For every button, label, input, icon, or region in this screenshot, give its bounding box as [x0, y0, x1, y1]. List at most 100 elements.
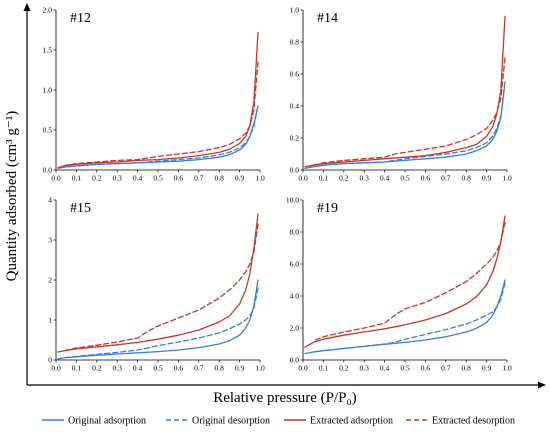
y-tick-label: 0.6 [290, 70, 300, 79]
series-line-extracted-adsorption [304, 215, 506, 348]
x-tick-label: 0.2 [92, 174, 102, 183]
x-tick-label: 0.4 [133, 174, 143, 183]
x-tick-label: 0.5 [400, 174, 410, 183]
x-tick-label: 0.1 [72, 174, 82, 183]
x-tick-label: 0.9 [482, 364, 492, 373]
x-tick-label: 1.0 [502, 364, 512, 373]
x-tick-label: 0.8 [462, 364, 472, 373]
x-tick-label: 0.2 [339, 174, 349, 183]
x-tick-label: 0.6 [421, 364, 431, 373]
x-tick-label: 0.3 [360, 364, 370, 373]
y-tick-label: 0.2 [290, 134, 300, 143]
panel-sample-14: 0.0 0.1 0.2 0.3 0.4 0.5 0.6 0.7 0.8 0.9 1.0 0.0 0.2 0… [290, 6, 512, 183]
x-tick-label: 0.3 [113, 174, 123, 183]
y-tick-label: 2 [48, 276, 52, 285]
panels-group: 0.0 0.1 0.2 0.3 0.4 0.5 0.6 0.7 0.8 0.9 1.0 0.0 0.5 1… [43, 6, 512, 373]
series-line-original-desorption [312, 81, 506, 168]
legend-label: Extracted desorption [432, 416, 515, 427]
x-tick-label: 0.1 [319, 174, 329, 183]
legend-label: Original desorption [192, 416, 270, 427]
legend: Original adsorption Original desorption Ex… [42, 416, 515, 427]
panel-title: #15 [70, 201, 91, 216]
x-tick-label: 0.5 [153, 174, 163, 183]
y-tick-label: 1.0 [290, 6, 300, 15]
series-line-extracted-desorption [65, 223, 259, 351]
y-tick-label: 2.0 [290, 324, 300, 333]
y-tick-label: 10.0 [286, 196, 299, 205]
x-tick-label: 0.3 [360, 174, 370, 183]
panel-title: #12 [70, 11, 91, 26]
x-tick-label: 0.6 [421, 174, 431, 183]
x-tick-label: 0.9 [482, 174, 492, 183]
y-tick-label: 6.0 [290, 260, 300, 269]
series-line-extracted-desorption [312, 57, 506, 166]
y-tick-label: 0.0 [290, 166, 300, 175]
y-tick-label: 4 [48, 196, 52, 205]
y-tick-label: 1 [48, 316, 52, 325]
x-tick-label: 0.2 [92, 364, 102, 373]
y-tick-label: 8.0 [290, 228, 300, 237]
legend-label: Original adsorption [68, 416, 146, 427]
x-tick-label: 0.6 [174, 364, 184, 373]
y-tick-label: 0.0 [290, 356, 300, 365]
legend-label: Extracted adsorption [310, 416, 393, 427]
y-tick-label: 0.4 [290, 102, 300, 111]
x-tick-label: 0.5 [153, 364, 163, 373]
series-line-extracted-adsorption [57, 31, 259, 169]
x-tick-label: 0.9 [235, 364, 245, 373]
x-tick-label: 0.8 [215, 174, 225, 183]
legend-item: Extracted desorption [406, 416, 515, 427]
series-line-original-desorption [312, 282, 506, 353]
panel-title: #19 [317, 201, 338, 216]
series-line-original-adsorption [304, 81, 506, 170]
x-tick-label: 0.4 [380, 364, 390, 373]
panel-sample-15: 0.0 0.1 0.2 0.3 0.4 0.5 0.6 0.7 0.8 0.9 1.0 0 1 2 3 4 #1… [48, 196, 265, 373]
x-tick-label: 0.8 [462, 174, 472, 183]
y-tick-label: 4.0 [290, 292, 300, 301]
panel-sample-12: 0.0 0.1 0.2 0.3 0.4 0.5 0.6 0.7 0.8 0.9 1.0 0.0 0.5 1… [43, 6, 265, 183]
x-tick-label: 1.0 [255, 174, 265, 183]
outer-y-axis-arrow [23, 3, 31, 11]
x-tick-label: 0.4 [133, 364, 143, 373]
y-tick-label: 1.0 [43, 86, 53, 95]
x-tick-label: 0.3 [113, 364, 123, 373]
legend-item: Original desorption [166, 416, 270, 427]
y-tick-label: 0.8 [290, 38, 300, 47]
x-tick-label: 0.4 [380, 174, 390, 183]
series-line-original-adsorption [304, 279, 506, 355]
series-line-original-adsorption [57, 279, 259, 360]
x-tick-label: 0.6 [174, 174, 184, 183]
legend-item: Original adsorption [42, 416, 146, 427]
x-tick-label: 1.0 [255, 364, 265, 373]
series-line-extracted-adsorption [57, 213, 259, 353]
panel-title: #14 [317, 11, 338, 26]
x-tick-label: 1.0 [502, 174, 512, 183]
y-tick-label: 2.0 [43, 6, 53, 15]
x-tick-label: 0.9 [235, 174, 245, 183]
y-tick-label: 0.5 [43, 126, 53, 135]
x-tick-label: 0.0 [298, 174, 308, 183]
series-line-original-desorption [65, 105, 259, 168]
series-line-original-desorption [65, 287, 259, 359]
y-tick-label: 1.5 [43, 46, 53, 55]
panel-sample-19: 0.0 0.1 0.2 0.3 0.4 0.5 0.6 0.7 0.8 0.9 1.0 0.0 2.0 4… [286, 196, 512, 373]
x-tick-label: 0.8 [215, 364, 225, 373]
x-tick-label: 0.0 [51, 364, 61, 373]
series-line-extracted-desorption [65, 61, 259, 166]
x-tick-label: 0.5 [400, 364, 410, 373]
series-line-extracted-desorption [312, 221, 506, 342]
x-tick-label: 0.0 [51, 174, 61, 183]
x-axis-label: Relative pressure (P/P₀) [213, 390, 357, 406]
y-axis-label: Quantity adsorbed (cm³ g⁻¹) [4, 111, 20, 282]
outer-x-axis-arrow [538, 381, 546, 389]
y-tick-label: 0.0 [43, 166, 53, 175]
y-tick-label: 3 [48, 236, 52, 245]
x-tick-label: 0.7 [194, 364, 204, 373]
y-tick-label: 0 [48, 356, 52, 365]
x-tick-label: 0.1 [72, 364, 82, 373]
series-line-extracted-adsorption [304, 15, 506, 168]
x-tick-label: 0.7 [441, 364, 451, 373]
legend-item: Extracted adsorption [284, 416, 393, 427]
x-tick-label: 0.1 [319, 364, 329, 373]
